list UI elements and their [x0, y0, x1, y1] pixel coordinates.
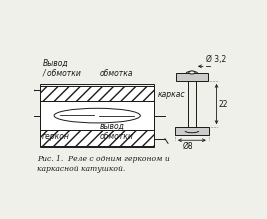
Bar	[40, 84, 154, 147]
Text: обмотка: обмотка	[100, 69, 133, 78]
Bar	[40, 130, 154, 146]
Text: Рис. 1.  Реле с одним герконом и
каркасной катушкой.: Рис. 1. Реле с одним герконом и каркасно…	[37, 155, 170, 173]
Bar	[175, 127, 209, 135]
Bar	[176, 73, 208, 81]
Text: Ø8: Ø8	[183, 142, 193, 151]
Ellipse shape	[54, 108, 140, 123]
Text: геркон: геркон	[42, 132, 70, 141]
Bar	[40, 101, 154, 130]
Text: Вывод
/ обмотки: Вывод / обмотки	[42, 58, 81, 78]
Text: вывод
обмотки: вывод обмотки	[100, 122, 133, 141]
Bar	[40, 86, 154, 101]
Text: Ø 3,2: Ø 3,2	[206, 55, 226, 64]
Ellipse shape	[189, 71, 195, 74]
Text: каркас: каркас	[157, 90, 185, 99]
Text: 22: 22	[218, 100, 227, 109]
